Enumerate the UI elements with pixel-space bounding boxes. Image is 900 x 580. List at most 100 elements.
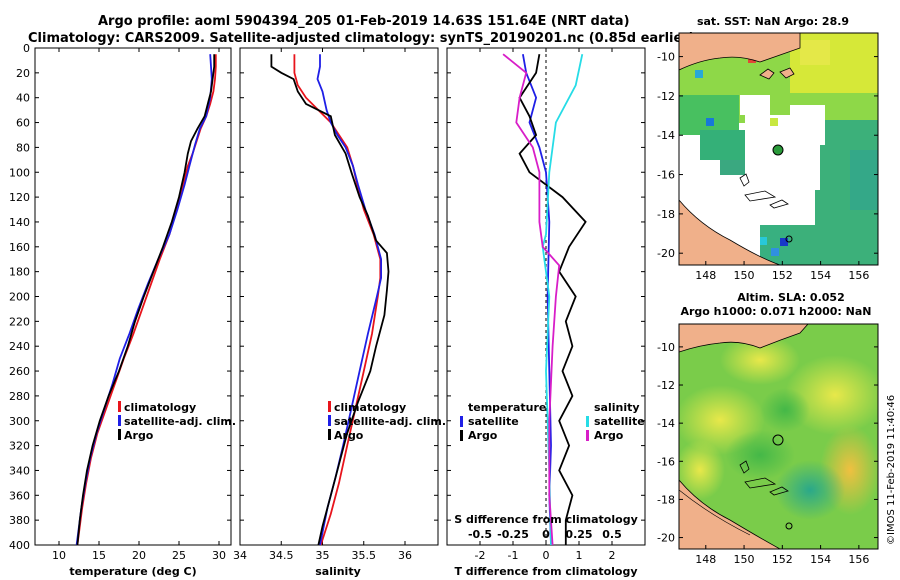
lat-tick-label: -18 xyxy=(657,208,675,221)
x-tick-label: 34.5 xyxy=(269,549,294,562)
sla-map-title-2: Argo h1000: 0.071 h2000: NaN xyxy=(680,305,871,318)
top-tick-label: 0 xyxy=(542,528,550,541)
legend-swatch-satellite xyxy=(328,415,331,426)
legend-title-salinity: salinity xyxy=(594,401,640,414)
legend-swatch-temp-argo xyxy=(460,430,463,441)
depth-tick-label: 180 xyxy=(9,266,30,279)
x-tick-label: 1 xyxy=(576,549,583,562)
salinity-panel xyxy=(239,47,439,546)
legend-label-argo: Argo xyxy=(124,429,154,442)
depth-tick-label: 360 xyxy=(9,489,30,502)
x-tick-label: -2 xyxy=(475,549,486,562)
legend-swatch-satellite xyxy=(118,415,121,426)
depth-tick-label: 220 xyxy=(9,315,30,328)
lat-tick-label: -12 xyxy=(657,90,675,103)
lat-tick-label: -12 xyxy=(657,379,675,392)
depth-tick-label: 200 xyxy=(9,291,30,304)
lon-tick-label: 150 xyxy=(734,269,755,282)
salinity-xlabel: salinity xyxy=(315,565,361,578)
x-tick-label: 20 xyxy=(132,549,146,562)
lon-tick-label: 150 xyxy=(734,553,755,566)
top-tick-label: 0.25 xyxy=(565,528,592,541)
legend-label-sal-satellite: satellite xyxy=(594,415,645,428)
x-tick-label: 35.5 xyxy=(352,549,377,562)
series-line-temperature-argo xyxy=(518,54,587,545)
lat-tick-label: -16 xyxy=(657,455,675,468)
x-tick-label: 2 xyxy=(609,549,616,562)
series-line-salinity-satellite xyxy=(541,54,584,546)
sst-map xyxy=(679,33,878,265)
legend-swatch-argo xyxy=(118,429,121,440)
legend-label-satellite: satellite-adj. clim. xyxy=(124,415,236,428)
series-line-salinity-argo xyxy=(502,53,561,546)
depth-tick-label: 40 xyxy=(16,92,30,105)
sla-map xyxy=(679,324,878,549)
salinity-legend: climatology satellite-adj. clim. Argo xyxy=(328,401,446,442)
lat-tick-label: -18 xyxy=(657,493,675,506)
lat-tick-label: -10 xyxy=(657,51,675,64)
legend-swatch-sal-argo xyxy=(586,430,589,441)
legend-swatch-climatology xyxy=(118,401,121,412)
sst-map-title: sat. SST: NaN Argo: 28.9 xyxy=(697,15,849,28)
difference-xlabel: T difference from climatology xyxy=(454,565,637,578)
difference-legend: temperature satellite Argo salinity sate… xyxy=(460,401,645,442)
lon-tick-label: 156 xyxy=(848,269,869,282)
legend-swatch-climatology xyxy=(328,401,331,412)
difference-top-xlabel: S difference from climatology xyxy=(454,513,638,526)
depth-tick-label: 300 xyxy=(9,415,30,428)
temperature-legend: climatology satellite-adj. clim. Argo xyxy=(118,401,236,442)
x-tick-label: 25 xyxy=(172,549,186,562)
depth-tick-label: 80 xyxy=(16,141,30,154)
lon-tick-label: 154 xyxy=(810,553,831,566)
title-line-2: Climatology: CARS2009. Satellite-adjuste… xyxy=(28,31,695,46)
series-line-argo xyxy=(270,54,390,546)
series-line-argo xyxy=(76,54,216,546)
lon-tick-label: 148 xyxy=(695,269,716,282)
series-line-climatology xyxy=(293,54,382,546)
legend-label-climatology: climatology xyxy=(334,401,406,414)
lon-tick-label: 148 xyxy=(695,553,716,566)
lat-tick-label: -14 xyxy=(657,417,675,430)
legend-label-temp-argo: Argo xyxy=(468,429,498,442)
temperature-xlabel: temperature (deg C) xyxy=(69,565,196,578)
legend-title-temperature: temperature xyxy=(468,401,546,414)
lon-tick-label: 152 xyxy=(772,269,793,282)
legend-swatch-sal-satellite xyxy=(586,416,589,427)
x-tick-label: 34 xyxy=(233,549,247,562)
lat-tick-label: -20 xyxy=(657,532,675,545)
depth-tick-label: 380 xyxy=(9,514,30,527)
depth-tick-label: 60 xyxy=(16,117,30,130)
depth-tick-label: 100 xyxy=(9,166,30,179)
depth-tick-label: 20 xyxy=(16,67,30,80)
depth-tick-label: 120 xyxy=(9,191,30,204)
depth-tick-label: 400 xyxy=(9,539,30,552)
depth-tick-label: 320 xyxy=(9,440,30,453)
depth-tick-label: 260 xyxy=(9,365,30,378)
x-tick-label: 36 xyxy=(398,549,412,562)
depth-tick-label: 140 xyxy=(9,216,30,229)
top-tick-label: -0.5 xyxy=(468,528,492,541)
depth-tick-label: 240 xyxy=(9,340,30,353)
sst-map-frame xyxy=(678,32,879,266)
legend-swatch-argo xyxy=(328,429,331,440)
lon-tick-label: 156 xyxy=(848,553,869,566)
x-tick-label: 15 xyxy=(92,549,106,562)
x-tick-label: -1 xyxy=(508,549,519,562)
lat-tick-label: -20 xyxy=(657,247,675,260)
legend-label-argo: Argo xyxy=(334,429,364,442)
x-tick-label: 10 xyxy=(52,549,66,562)
depth-tick-label: 160 xyxy=(9,241,30,254)
depth-tick-label: 340 xyxy=(9,464,30,477)
top-tick-label: 0.5 xyxy=(602,528,622,541)
x-tick-label: 35 xyxy=(316,549,330,562)
sla-map-title-1: Altim. SLA: 0.052 xyxy=(737,291,844,304)
depth-tick-label: 280 xyxy=(9,390,30,403)
legend-label-climatology: climatology xyxy=(124,401,196,414)
title-line-1: Argo profile: aoml 5904394_205 01-Feb-20… xyxy=(98,14,630,29)
lon-tick-label: 154 xyxy=(810,269,831,282)
sla-map-frame xyxy=(678,323,879,550)
lat-tick-label: -16 xyxy=(657,169,675,182)
legend-label-temp-satellite: satellite xyxy=(468,415,519,428)
x-tick-label: 30 xyxy=(212,549,226,562)
